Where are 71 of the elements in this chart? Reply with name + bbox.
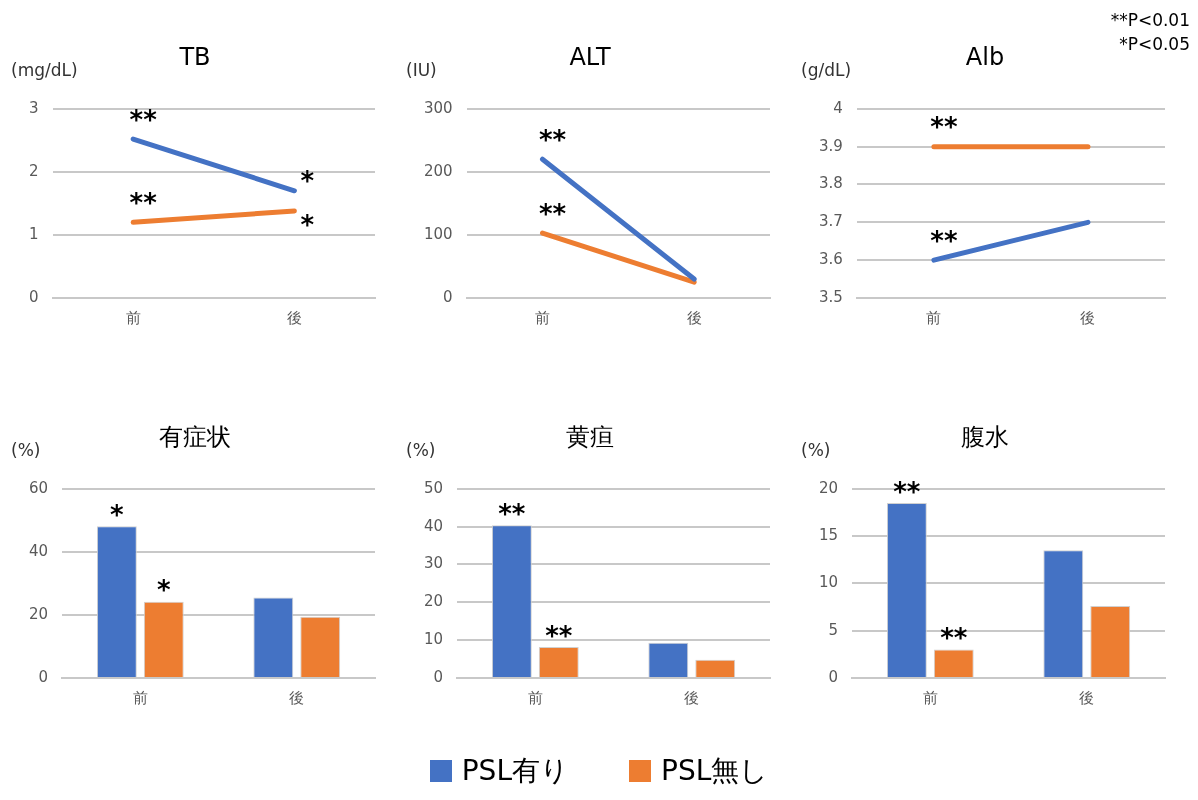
annotation: ** (129, 188, 158, 219)
y-tick-label: 40 (423, 516, 444, 535)
y-tick-label: 0 (29, 287, 39, 306)
annotation: ** (893, 476, 921, 507)
y-tick-label: 20 (818, 478, 839, 497)
chart-title: 腹水 (961, 422, 1009, 451)
y-tick-label: 20 (28, 604, 49, 623)
x-tick-label: 前 (125, 308, 141, 327)
text: **P<0.01 (1110, 9, 1190, 32)
y-tick-label: 200 (423, 161, 453, 180)
y-tick-label: 4 (833, 98, 843, 117)
y-tick-label: 0 (828, 667, 839, 686)
y-tick-label: 3.6 (819, 250, 843, 269)
annotation: * (300, 165, 315, 196)
y-tick-label: 0 (433, 667, 444, 686)
y-tick-label: 2 (29, 161, 39, 180)
y-tick-label: 0 (38, 667, 49, 686)
annotation: * (300, 209, 315, 240)
y-tick-label: 20 (423, 592, 444, 611)
y-tick-label: 30 (423, 554, 444, 573)
chart-title: 黄疸 (566, 422, 614, 451)
legend-label: PSL有り (461, 753, 569, 789)
chart-title: 有症状 (159, 422, 231, 451)
x-tick-label: 後 (289, 688, 305, 707)
y-tick-label: 0 (443, 287, 453, 306)
y-tick-label: 3.9 (819, 136, 843, 155)
annotation: ** (940, 623, 968, 654)
x-tick-label: 前 (534, 308, 550, 327)
chart-title: Alb (965, 42, 1005, 71)
y-tick-label: 1 (29, 224, 39, 243)
y-axis-title: (g/dL) (801, 60, 852, 81)
legend-label: PSL無し (661, 753, 769, 789)
x-tick-label: 前 (132, 688, 148, 707)
x-tick-label: 前 (527, 688, 543, 707)
y-axis-title: (%) (406, 440, 436, 461)
y-axis-title: (IU) (406, 60, 437, 81)
y-tick-label: 10 (423, 630, 444, 649)
annotation: * (110, 500, 125, 531)
y-axis-title: (mg/dL) (11, 60, 78, 81)
x-tick-label: 後 (1079, 688, 1095, 707)
y-tick-label: 3 (29, 98, 39, 117)
y-tick-label: 5 (828, 620, 839, 639)
y-tick-label: 100 (423, 224, 453, 243)
y-tick-label: 50 (423, 478, 444, 497)
x-tick-label: 後 (286, 308, 302, 327)
annotation: ** (498, 498, 526, 529)
y-axis-title: (%) (11, 440, 41, 461)
annotation: ** (930, 112, 958, 143)
chart-title: TB (178, 42, 211, 71)
y-tick-label: 3.7 (819, 212, 843, 231)
y-tick-label: 10 (818, 573, 839, 592)
x-tick-label: 前 (926, 308, 942, 327)
annotation: * (156, 575, 171, 606)
annotation: ** (129, 104, 158, 135)
y-tick-label: 60 (28, 478, 49, 497)
chart-title: ALT (569, 42, 611, 71)
y-tick-label: 300 (423, 98, 453, 117)
y-tick-label: 3.8 (819, 174, 843, 193)
annotation: ** (545, 620, 573, 651)
x-tick-label: 後 (684, 688, 700, 707)
y-tick-label: 40 (28, 541, 49, 560)
y-tick-label: 3.5 (819, 287, 843, 306)
annotation: ** (538, 125, 567, 155)
annotation: ** (930, 225, 958, 256)
y-tick-label: 15 (818, 525, 839, 544)
y-axis-title: (%) (801, 440, 831, 461)
annotation: ** (538, 198, 567, 229)
text: *P<0.05 (1118, 33, 1190, 56)
x-tick-label: 後 (1080, 308, 1096, 327)
x-tick-label: 前 (922, 688, 938, 707)
x-tick-label: 後 (686, 308, 702, 327)
